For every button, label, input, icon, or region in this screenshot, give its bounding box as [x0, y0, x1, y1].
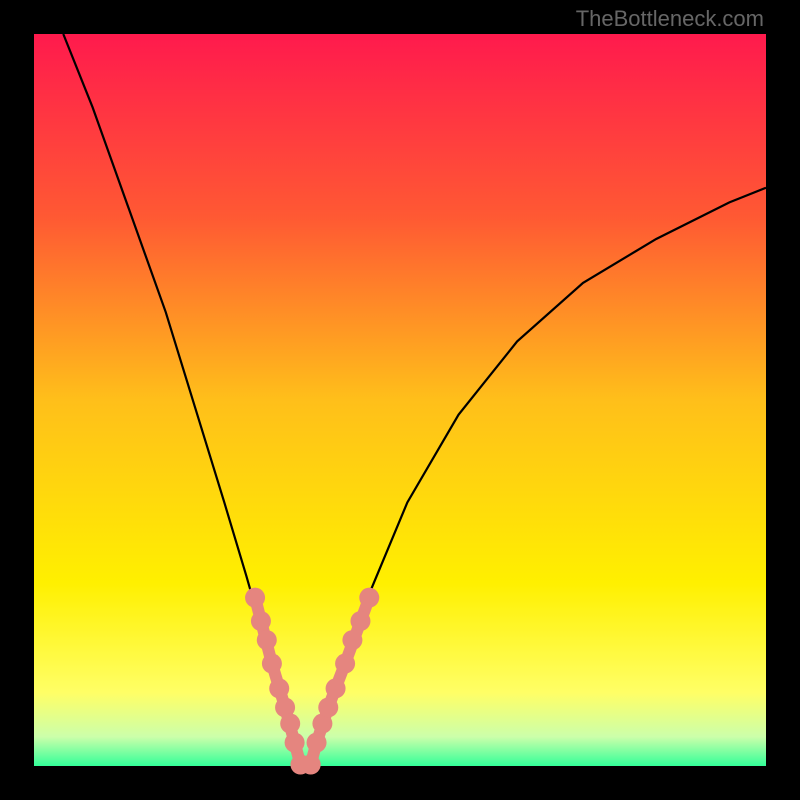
- data-marker: [342, 630, 362, 650]
- data-marker: [335, 654, 355, 674]
- data-marker: [251, 611, 271, 631]
- data-marker: [350, 611, 370, 631]
- marker-group: [245, 588, 379, 775]
- data-marker: [359, 588, 379, 608]
- data-marker: [318, 697, 338, 717]
- data-marker: [262, 654, 282, 674]
- data-marker: [269, 678, 289, 698]
- data-marker: [245, 588, 265, 608]
- data-marker: [280, 714, 300, 734]
- data-marker: [285, 733, 305, 753]
- bottleneck-curve: [63, 34, 766, 759]
- data-marker: [257, 630, 277, 650]
- data-marker: [301, 755, 321, 775]
- data-marker: [326, 678, 346, 698]
- chart-svg: [0, 0, 800, 800]
- data-marker: [307, 733, 327, 753]
